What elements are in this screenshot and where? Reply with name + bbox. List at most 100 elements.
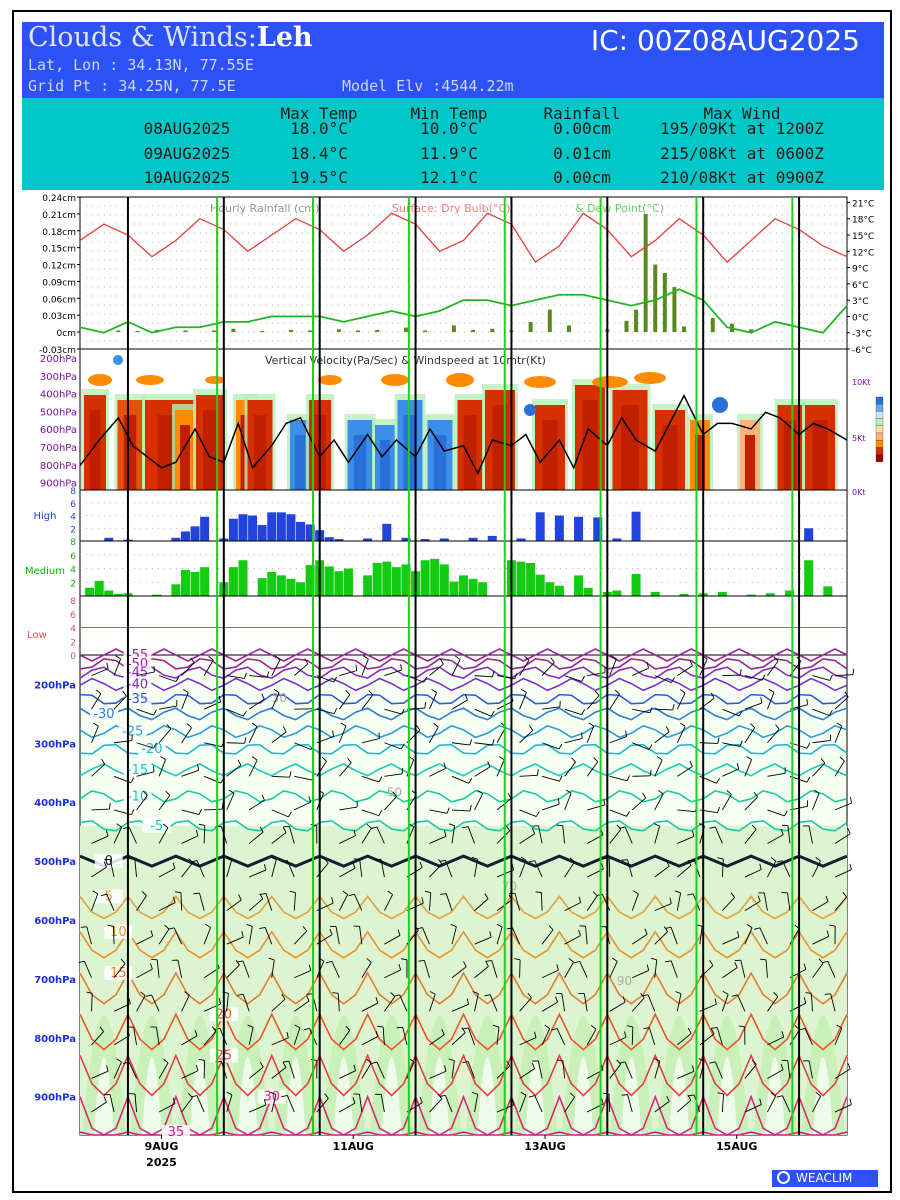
wind-barb-flag	[439, 859, 446, 862]
rain-bar	[643, 213, 648, 333]
wind-barb	[265, 893, 273, 911]
wind-barb-flag	[462, 1027, 469, 1030]
wind-barb-flag	[195, 829, 199, 836]
wind-barb-flag	[355, 664, 358, 671]
wind-barb-flag	[444, 830, 447, 837]
wind-barb	[654, 793, 664, 811]
wind-barb	[151, 994, 160, 1012]
wind-barb	[834, 833, 851, 844]
wind-barb	[677, 1099, 692, 1113]
wind-barb	[353, 894, 363, 911]
wind-barb	[631, 997, 645, 1012]
wind-barb-flag	[86, 991, 93, 994]
wind-barb	[519, 1068, 535, 1079]
row-max: 19.5°C	[290, 168, 348, 187]
rain-bar	[749, 329, 754, 333]
wind-barb	[716, 1027, 723, 1046]
wind-barb-flag	[263, 864, 267, 871]
wind-barb-flag	[261, 794, 265, 801]
wind-barb	[271, 692, 280, 710]
wind-barb-flag	[658, 789, 664, 795]
temperature-contour-label: -25	[122, 725, 143, 740]
wind-barb	[136, 895, 147, 911]
wind-barb	[113, 695, 127, 710]
wind-barb	[812, 962, 824, 979]
wind-barb-flag	[821, 960, 828, 964]
wind-barb	[91, 1070, 109, 1079]
rain-bar	[566, 325, 571, 333]
wind-barb-flag	[689, 760, 693, 767]
wind-barb	[271, 1067, 287, 1079]
wind-barb-flag	[529, 725, 534, 731]
rain-bar	[490, 328, 495, 333]
medium-cloud-tick-label: 4	[70, 566, 76, 576]
medium-cloud-bar	[113, 593, 123, 596]
wind-barb	[136, 795, 148, 811]
low-cloud-panel	[79, 595, 848, 656]
high-cloud-tick-label: 6	[70, 500, 76, 510]
pressure-level-label: 200hPa	[34, 680, 76, 691]
wind-barb-flag	[689, 660, 693, 667]
wind-barb-flag	[722, 991, 729, 995]
wind-barb	[451, 1060, 455, 1079]
rain-bar	[308, 330, 313, 333]
wind-barb-flag	[624, 1031, 627, 1038]
wind-barb	[286, 1095, 295, 1113]
wind-barb-flag	[544, 1024, 550, 1029]
high-cloud-bar	[574, 516, 584, 541]
temperature-contour	[79, 724, 848, 739]
wind-barb	[181, 662, 195, 676]
wind-barb	[286, 860, 295, 878]
rain-tick-label: 0.09cm	[42, 278, 76, 288]
upper-velocity-cell	[634, 372, 666, 384]
temperature-contour	[79, 1131, 848, 1136]
wind-barb	[767, 1069, 784, 1079]
wind-barb-flag	[321, 756, 327, 762]
wind-barb-flag	[847, 828, 851, 834]
wind-barb-flag	[568, 957, 574, 963]
model-elevation: Model Elv :4544.22m	[342, 77, 514, 95]
rain-bar	[375, 329, 380, 333]
temperature-contour	[79, 971, 848, 1005]
wind-barb-flag	[450, 923, 457, 928]
wind-barb	[564, 738, 583, 744]
temperature-contour	[79, 1012, 848, 1051]
medium-cloud-bar	[190, 571, 200, 596]
wind-barb-flag	[717, 857, 724, 860]
upper-velocity-cell	[446, 373, 474, 387]
wind-barb	[451, 926, 457, 945]
rain-bar	[212, 330, 217, 333]
wind-barb-flag	[308, 796, 311, 803]
wind-barb-flag	[492, 670, 495, 677]
rain-bar	[403, 327, 408, 333]
wind-barb	[519, 1095, 527, 1113]
wind-barb	[429, 892, 432, 911]
wind-barb	[83, 961, 92, 978]
wind-barb	[248, 1066, 264, 1079]
wind-barb-flag	[93, 722, 99, 727]
wind-barb	[744, 1104, 762, 1113]
medium-cloud-bar	[823, 586, 833, 596]
humidity-contour-label: 90	[617, 974, 632, 988]
wind-barb	[91, 866, 107, 878]
low-cloud-tick-label: 0	[70, 652, 76, 662]
rain-bar	[231, 328, 236, 333]
wind-barb	[519, 833, 535, 844]
wind-barb-flag	[101, 758, 106, 765]
high-cloud-bar	[554, 515, 564, 541]
rain-bar	[288, 329, 293, 333]
wind-barb-flag	[221, 803, 224, 810]
wind-barb-flag	[731, 994, 738, 997]
wind-barb	[429, 726, 439, 743]
wind-barb-flag	[226, 1091, 233, 1096]
wind-barb-flag	[551, 1028, 558, 1031]
velocity-core	[812, 420, 828, 490]
wind-barb	[384, 708, 402, 715]
wind-barb-flag	[455, 655, 461, 660]
wind-barb-flag	[592, 891, 598, 897]
wind-barb	[380, 1094, 385, 1113]
wind-barb	[564, 1096, 576, 1113]
wind-barb	[384, 969, 401, 979]
wind-barb	[722, 708, 740, 717]
